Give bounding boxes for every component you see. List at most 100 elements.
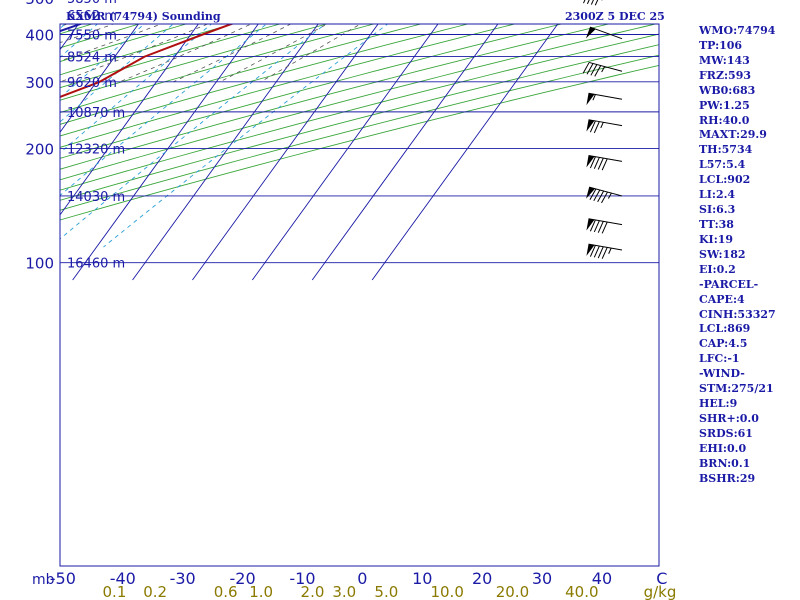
stat-line: WB0:683 [699,83,756,97]
wind-barb-half [608,247,612,254]
wind-pennant [585,27,596,39]
wind-pennant [586,93,595,106]
mixing-ratio-tick-label: 0.2 [143,583,167,600]
wind-barb-full [593,220,600,233]
wind-pennant [586,218,595,231]
dry-adiabat-line [60,24,611,170]
isotherm-line [72,24,259,281]
pressure-tick-label: 300 [25,74,54,92]
wind-barb-full [593,157,600,169]
pressure-tick-label: 500 [25,0,54,8]
height-label: 10870 m [67,106,125,121]
height-label: 16460 m [67,257,125,272]
wind-barb-full [601,158,608,171]
isotherm-line [60,24,140,134]
wind-barb-full [589,219,596,232]
stat-line: L57:5.4 [699,158,746,172]
pressure-tick-label: 100 [25,255,54,273]
wind-barb [586,119,623,134]
wind-barb-half [600,122,604,129]
wind-barb-full [589,188,597,201]
stat-line: -PARCEL- [699,277,759,291]
wind-barb-full [594,0,599,6]
height-label: 12320 m [67,143,125,158]
wind-barb-half [592,94,596,101]
isotherm-line [192,24,379,281]
wind-pennant [586,187,595,199]
mixing-ratio-tick-label: 20.0 [496,583,529,600]
temperature-tick-label: 10 [412,569,432,588]
dry-adiabat-line [60,24,517,148]
mixing-ratio-line [60,24,327,240]
dry-adiabat-line [60,54,659,211]
stat-line: SI:6.3 [699,203,736,217]
wind-barb-half [601,66,606,73]
wind-barb-full [593,189,601,202]
temperature-tick-label: -40 [110,569,136,588]
plot-frame [59,23,660,567]
stat-line: -WIND- [699,367,745,381]
dry-adiabat-line [60,33,659,191]
stat-line: CINH:53327 [699,307,776,321]
wind-barb-full [597,246,604,259]
wind-barb-full [589,120,596,133]
temperature-tick-label: -10 [289,569,315,588]
moist-adiabat-line [173,24,292,83]
height-label: 7550 m [67,29,117,44]
stat-line: HEL:9 [699,397,738,411]
dry-adiabat-line [60,24,376,113]
stat-line: TH:5734 [699,143,753,157]
isotherm-line [311,24,499,281]
moist-adiabat-line [60,24,209,83]
stat-line: WMO:74794 [699,24,776,37]
isotherm-line [0,0,5,280]
wind-barb-full [597,190,605,203]
wind-barb [583,0,603,6]
wind-barb-full [601,247,608,259]
wind-barb [586,155,623,171]
mixing-ratio-tick-label: 0.6 [214,583,238,600]
dry-adiabat-line [60,64,659,221]
plot-area [60,24,659,566]
wind-barb-full [597,221,604,233]
wind-barb [586,218,623,234]
dry-adiabat-line [60,24,470,137]
mixing-ratio-line [60,24,268,197]
dry-adiabat-line [60,24,658,181]
stat-line: SW:182 [699,247,746,261]
stat-line: LCL:869 [699,322,751,336]
temperature-tick-label: 0 [357,569,367,588]
wind-barb-staff [589,61,623,72]
wind-pennant [586,244,595,256]
pressure-tick-label: 200 [25,141,54,159]
temperature-tick-label: C [656,569,667,588]
stat-line: RH:40.0 [699,113,750,127]
stat-line: CAPE:4 [699,292,745,306]
stat-line: LCL:902 [699,173,751,187]
mixing-ratio-line [60,24,213,154]
wind-barb-full [597,157,604,170]
temperature-tick-label: -30 [170,569,196,588]
stat-line: TP:106 [699,38,743,52]
wind-pennant [586,119,595,132]
stat-line: LI:2.4 [699,188,736,202]
wind-barb [586,186,623,204]
dry-adiabat-line [60,24,423,125]
isotherm-line [371,24,559,281]
dry-adiabat-line [60,44,659,201]
stat-line: LFC:-1 [699,352,740,366]
stat-line: BRN:0.1 [699,456,751,470]
wind-barb-full [590,64,598,76]
wind-barb-full [586,0,590,5]
isotherm-line [132,24,319,281]
temperature-tick-label: -20 [229,569,255,588]
stat-line: FRZ:593 [699,68,752,82]
wind-barb-full [589,245,596,257]
mixing-ratio-tick-label: 40.0 [565,583,598,600]
temperature-tick-label: 40 [592,569,612,588]
pressure-tick-label: 400 [25,27,54,45]
stat-line: PW:1.25 [699,98,750,112]
wind-barb [586,92,623,106]
temperature-tick-label: -50 [50,569,76,588]
